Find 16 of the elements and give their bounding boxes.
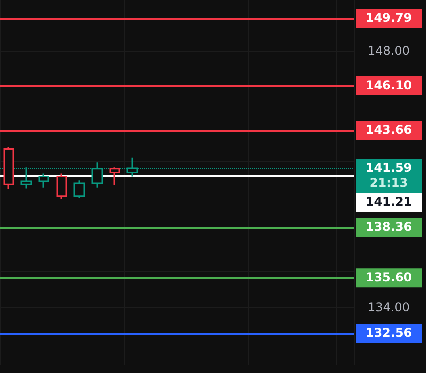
ref-line-label: 146.10	[366, 78, 412, 92]
ref-line-label: 149.79	[366, 10, 412, 25]
candlestick	[110, 166, 120, 186]
candlestick	[4, 146, 14, 190]
ref-line-label: 141.21	[366, 195, 412, 210]
ref-line-label: 141.59	[366, 161, 412, 176]
text: 21:13	[370, 176, 408, 190]
candlestick	[56, 173, 68, 200]
candlestick	[38, 173, 50, 189]
candlestick	[74, 180, 86, 199]
ref-line-label: 143.66	[366, 123, 412, 138]
ref-line-label: 135.60	[366, 270, 412, 285]
y-tick-label: 148.00	[368, 44, 410, 58]
ref-line-label: 138.36	[366, 220, 412, 234]
y-tick-label: 134.00	[368, 300, 410, 314]
ref-line-label: 132.56	[366, 326, 412, 340]
